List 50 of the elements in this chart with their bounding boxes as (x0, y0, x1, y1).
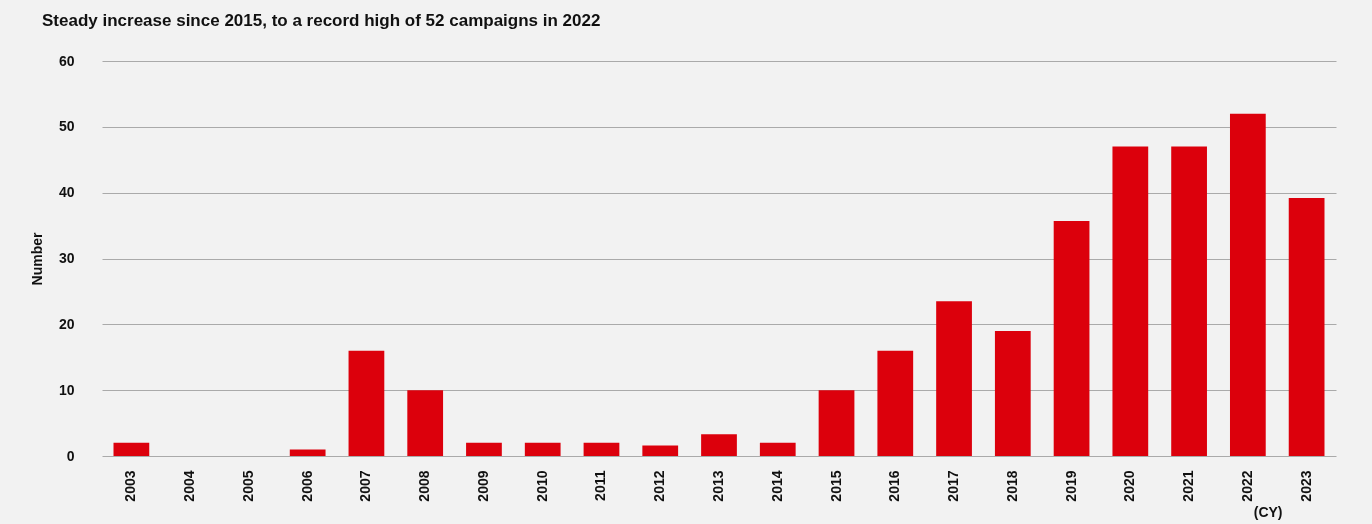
x-tick-label: 2013 (710, 470, 726, 502)
x-tick-label: 2014 (768, 470, 785, 502)
bar (1112, 146, 1149, 456)
x-tick-label: 2021 (1180, 470, 1197, 502)
bar (936, 301, 972, 456)
x-tick-label: 2012 (651, 470, 668, 502)
x-tick-label: 2004 (181, 470, 198, 502)
bar (1229, 113, 1266, 456)
bar (642, 445, 679, 456)
y-tick-label: 50 (58, 118, 75, 135)
x-tick-label: 2015 (827, 470, 844, 502)
x-tick-label: 2020 (1121, 470, 1138, 502)
bar (466, 442, 502, 456)
bar (1171, 146, 1207, 456)
x-tick-label: 2008 (416, 470, 433, 502)
bar (583, 442, 620, 456)
bar (289, 449, 326, 456)
x-tick-label: 2022 (1238, 470, 1255, 502)
y-tick-label: 40 (58, 184, 75, 201)
bar (1053, 220, 1090, 456)
x-tick-label: 2005 (239, 470, 256, 502)
y-tick-label: 30 (58, 250, 75, 266)
bar (818, 390, 855, 456)
x-tick-label: 2017 (945, 470, 962, 502)
bar (759, 442, 796, 456)
x-tick-label: 2023 (1297, 470, 1314, 502)
bar (994, 330, 1031, 456)
y-axis-title: Number (28, 232, 45, 286)
bar (877, 350, 914, 456)
chart-title: Steady increase since 2015, to a record high of 52 campaigns in 2022 (42, 11, 601, 30)
x-tick-label: 2016 (886, 470, 903, 502)
x-axis-title: (CY) (1253, 503, 1283, 520)
x-tick-label: 2003 (122, 470, 139, 502)
bar (348, 350, 385, 456)
x-tick-label: 2011 (592, 470, 609, 501)
x-tick-label: 2018 (1003, 470, 1020, 502)
bar (407, 390, 444, 456)
x-tick-label: 2010 (533, 470, 550, 502)
bar (701, 434, 737, 456)
x-tick-label: 2019 (1062, 470, 1079, 502)
bar (113, 442, 150, 456)
x-tick-label: 2009 (474, 470, 491, 502)
bar (524, 442, 561, 456)
x-tick-label: 2007 (357, 470, 374, 502)
y-tick-label: 0 (66, 447, 75, 464)
y-tick-label: 10 (58, 381, 75, 398)
bar (1288, 197, 1325, 456)
x-tick-label: 2006 (298, 470, 315, 502)
y-tick-label: 20 (58, 315, 75, 332)
y-tick-label: 60 (58, 52, 75, 69)
